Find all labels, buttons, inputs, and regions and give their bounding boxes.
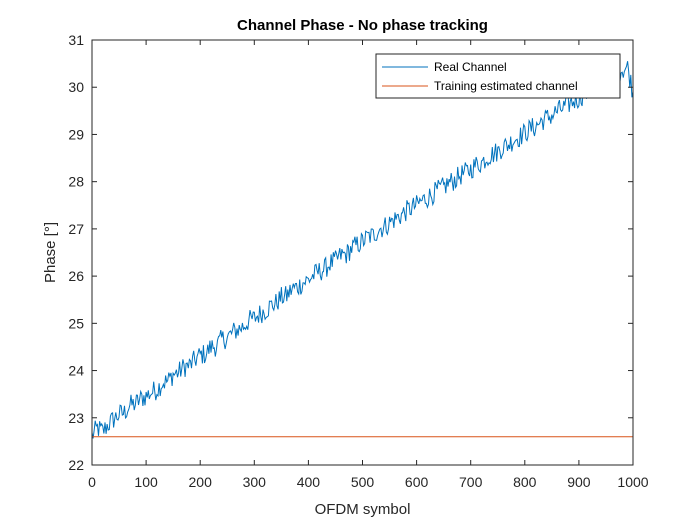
y-tick-label: 28 xyxy=(68,174,84,190)
x-tick-label: 900 xyxy=(567,474,591,490)
y-tick-label: 31 xyxy=(68,32,84,48)
x-tick-label: 800 xyxy=(513,474,537,490)
x-tick-label: 500 xyxy=(351,474,375,490)
tick-layer: 0 100 200 300 400 500 600 700 800 900 1000 22 23 24 25… xyxy=(68,32,648,490)
legend-box xyxy=(375,53,621,99)
y-tick-label: 25 xyxy=(68,315,84,331)
legend-label-real-channel: Real Channel xyxy=(434,60,507,74)
x-axis-label: OFDM symbol xyxy=(315,501,411,518)
y-tick-label: 24 xyxy=(68,363,84,379)
legend-label-training-estimated-channel: Training estimated channel xyxy=(434,79,578,93)
x-tick-label: 600 xyxy=(405,474,429,490)
x-tick-label: 200 xyxy=(189,474,213,490)
y-axis-label: Phase [°] xyxy=(42,222,59,283)
y-tick-label: 26 xyxy=(68,268,84,284)
y-tick-label: 27 xyxy=(68,221,84,237)
series-layer xyxy=(91,61,634,439)
x-tick-label: 1000 xyxy=(617,474,648,490)
y-tick-label: 22 xyxy=(68,457,84,473)
x-tick-label: 0 xyxy=(88,474,96,490)
plot-frame xyxy=(91,39,634,466)
x-tick-label: 300 xyxy=(243,474,267,490)
y-tick-label: 29 xyxy=(68,126,84,142)
y-tick-label: 23 xyxy=(68,410,84,426)
y-tick-label: 30 xyxy=(68,79,84,95)
x-tick-label: 100 xyxy=(134,474,158,490)
series-line-real-channel xyxy=(91,61,634,439)
x-tick-label: 400 xyxy=(297,474,321,490)
x-tick-label: 700 xyxy=(459,474,483,490)
chart-title: Channel Phase - No phase tracking xyxy=(237,17,488,34)
plot-area xyxy=(92,40,633,465)
legend: Real Channel Training estimated channel xyxy=(375,53,621,99)
